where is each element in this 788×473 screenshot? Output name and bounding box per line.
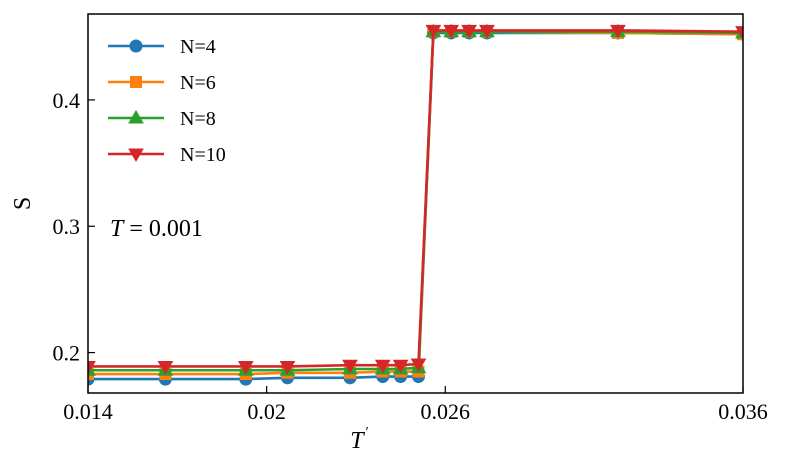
legend-item: N=10 [108,144,226,166]
legend-label: N=4 [180,36,216,58]
x-axis-label-symbol: T [350,428,365,454]
series-n-10 [88,24,743,375]
data-point [461,24,477,39]
annotation-value: = 0.001 [123,216,203,242]
data-point [342,359,358,374]
legend-marker [128,110,144,124]
legend-marker [129,39,143,53]
legend: N=4 N=6 N=8 N=10 [108,36,226,166]
data-point [88,360,96,375]
y-tick-label: 0.2 [53,341,81,366]
data-point [735,26,743,40]
x-axis-label: T ′ [350,425,368,454]
x-tick-label: 0.026 [421,399,471,424]
data-point [410,358,427,372]
y-tick-label: 0.4 [53,88,81,113]
legend-marker [130,76,142,88]
data-point [279,360,296,375]
x-tick-label: 0.036 [718,399,768,424]
data-point [425,24,442,39]
legend-item: N=8 [108,108,216,130]
legend-marker [128,148,144,162]
y-axis-label: S [10,197,36,210]
data-point [443,24,460,39]
data-point [392,359,409,374]
plot-series [88,23,743,386]
legend-label: N=10 [180,144,226,166]
data-point [237,360,254,375]
legend-label: N=6 [180,72,216,94]
legend-item: N=6 [108,72,216,94]
parameter-annotation: T = 0.001 [110,216,203,242]
legend-item: N=4 [108,36,216,58]
x-axis-label-superscript: ′ [366,425,369,440]
data-point [374,359,391,374]
x-tick-label: 0.014 [63,399,113,424]
data-point [610,24,626,39]
x-tick-label: 0.02 [247,399,286,424]
axis-ticks: 0.014 0.02 0.026 0.036 0.2 0.3 0.4 [53,88,768,424]
data-point [157,360,174,375]
data-point [479,24,495,39]
annotation-symbol: T [110,216,125,242]
y-tick-label: 0.3 [53,214,81,239]
plot-frame [87,13,744,394]
legend-label: N=8 [180,108,216,130]
